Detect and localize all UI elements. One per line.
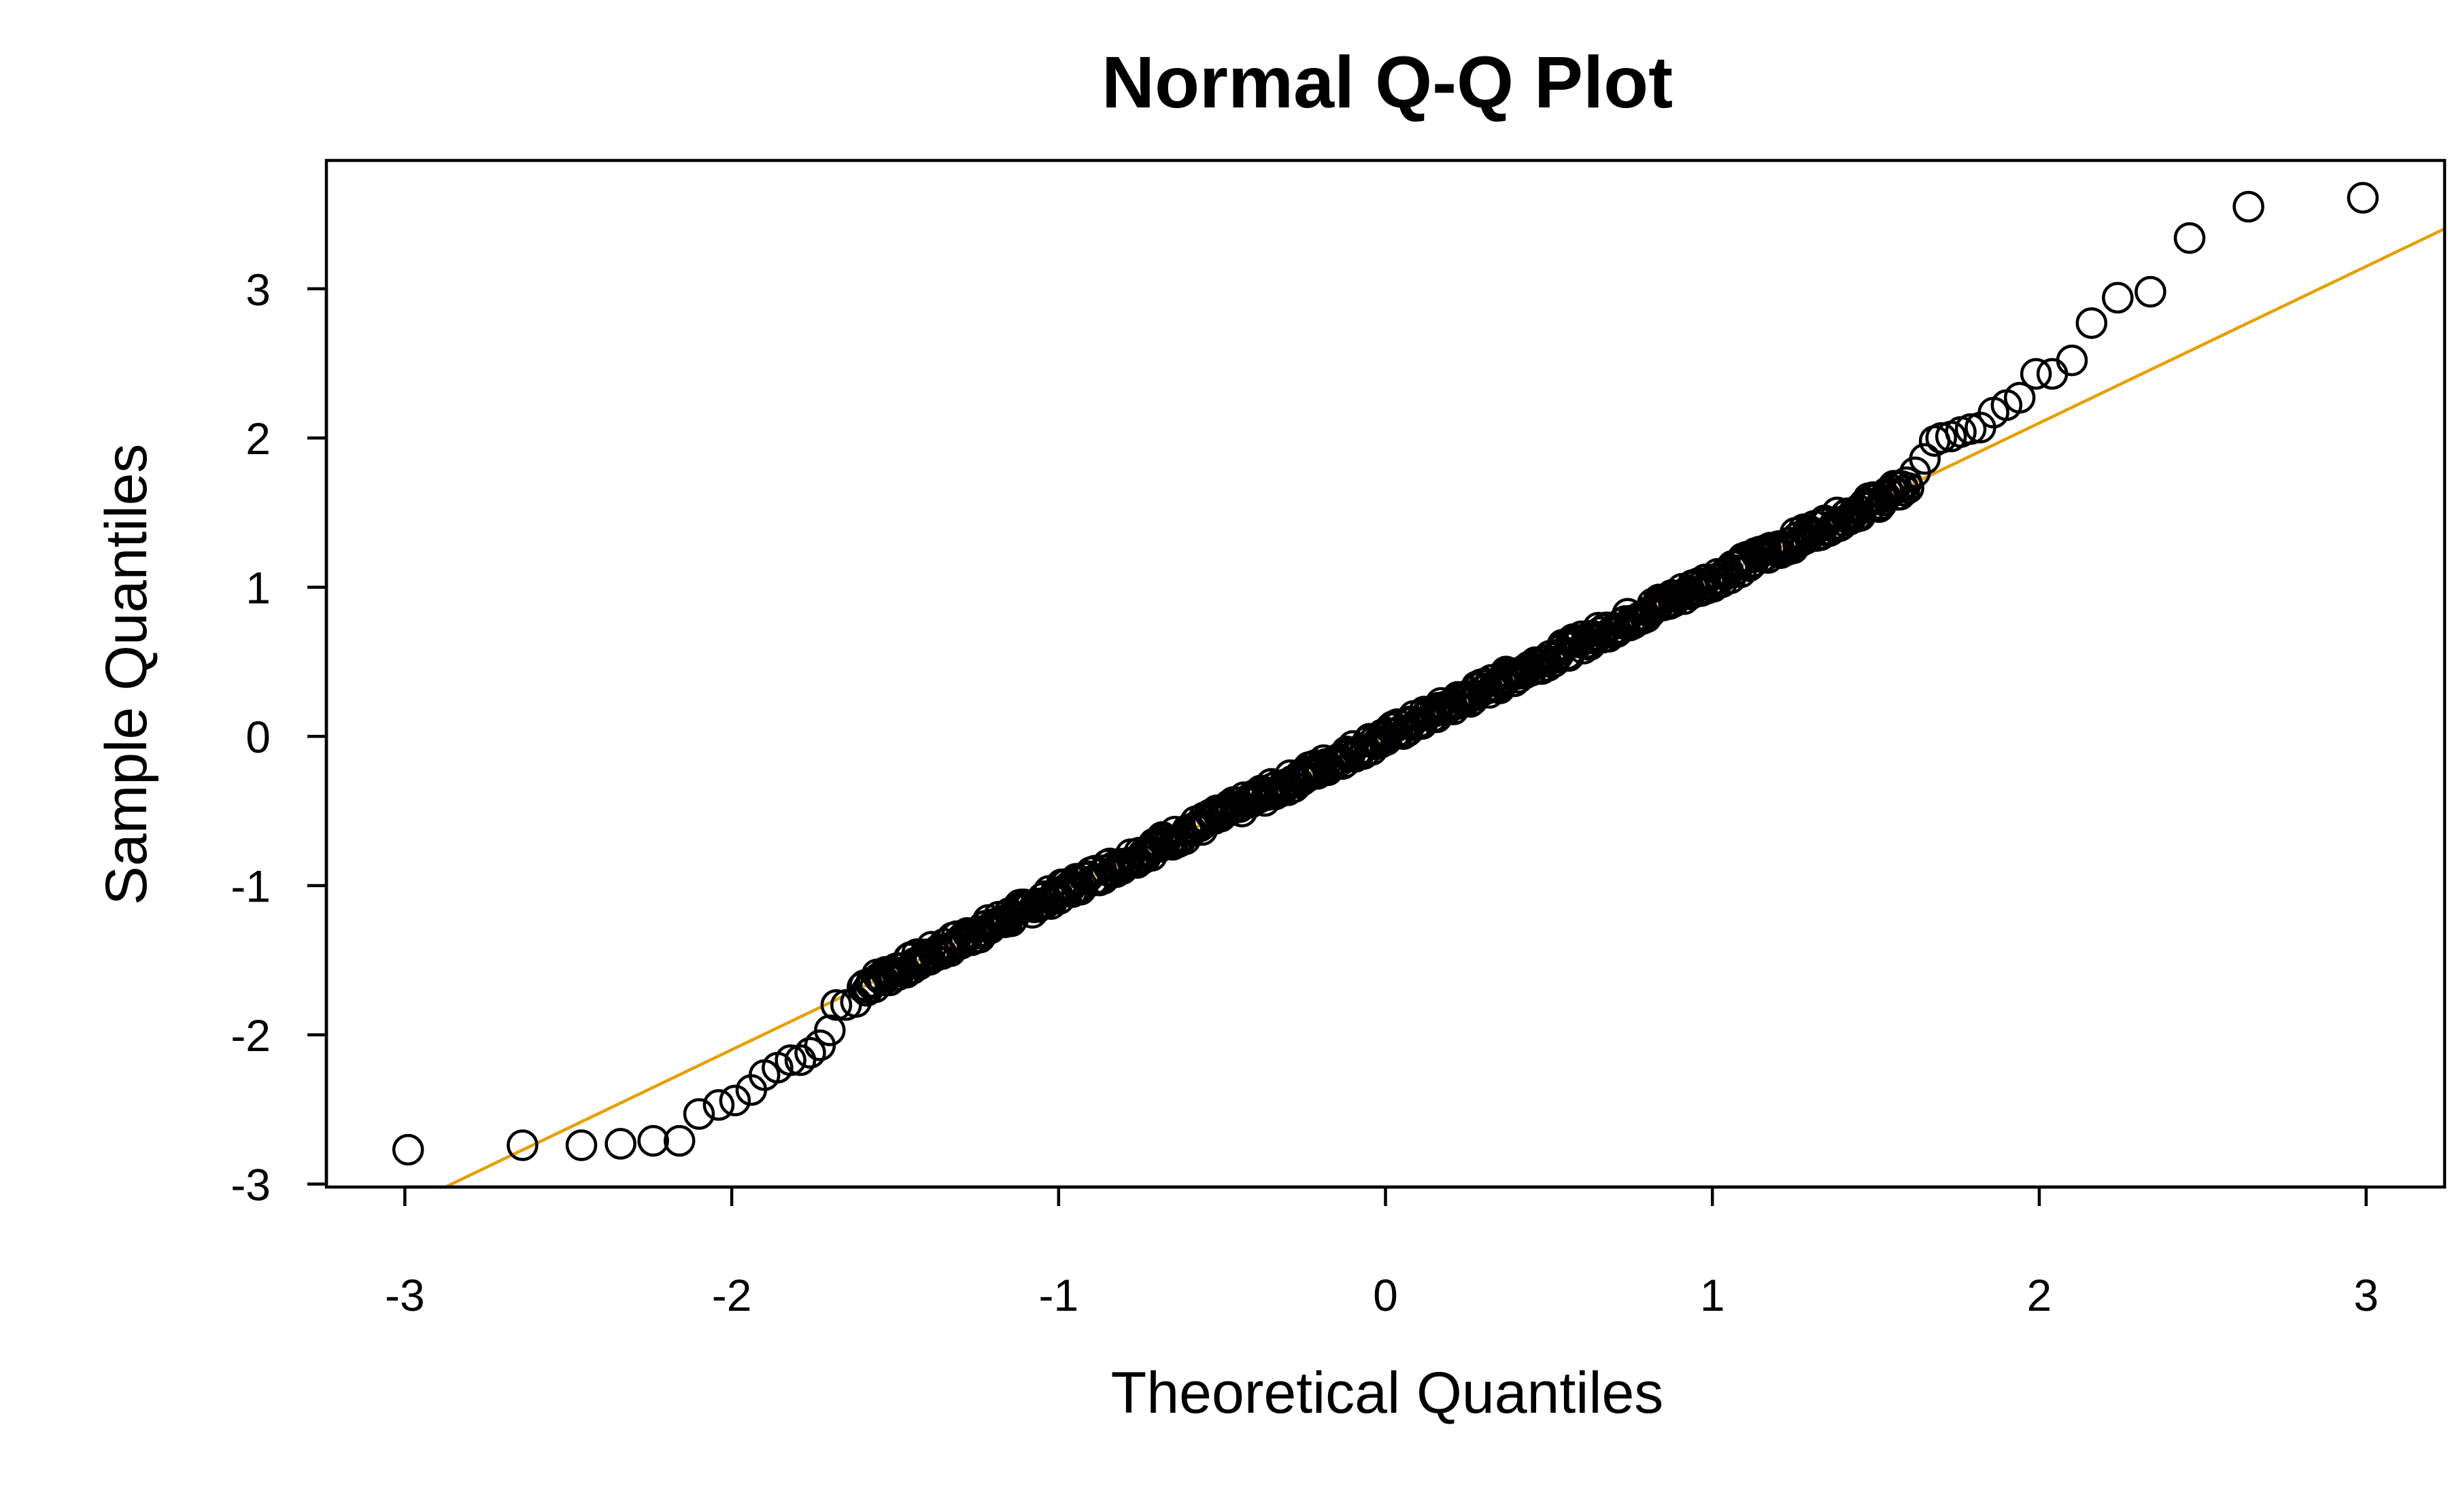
- sample-point: [637, 1124, 669, 1157]
- sample-point: [1892, 472, 1924, 504]
- x-tick-label: 1: [1700, 1270, 1725, 1320]
- reference-line: [441, 227, 2445, 1187]
- x-tick-label: -3: [385, 1270, 425, 1320]
- x-axis-label: Theoretical Quantiles: [1111, 1360, 1664, 1426]
- sample-point: [820, 989, 853, 1021]
- sample-point: [702, 1089, 735, 1121]
- sample-point: [1909, 443, 1941, 475]
- sample-point: [1121, 847, 1153, 879]
- sample-points: [392, 182, 2379, 1166]
- sample-point: [1954, 413, 1987, 445]
- sample-point: [565, 1129, 598, 1161]
- plot-frame: [324, 158, 2447, 1189]
- x-tick-label: 0: [1373, 1270, 1398, 1320]
- y-tick-label: -1: [231, 861, 271, 912]
- sample-point: [719, 1084, 751, 1116]
- y-tick-label: 0: [245, 712, 271, 762]
- sample-point: [2173, 222, 2206, 254]
- sample-point: [2020, 358, 2052, 390]
- y-axis: -3 -2 -1 0 1 2 3: [231, 264, 328, 1210]
- x-tick-label: 2: [2027, 1270, 2052, 1320]
- y-tick-label: 1: [245, 563, 271, 613]
- sample-point: [784, 1044, 817, 1076]
- y-tick-label: -3: [231, 1160, 271, 1210]
- sample-point: [1532, 650, 1564, 682]
- sample-point: [2036, 358, 2069, 390]
- y-tick-label: 3: [245, 264, 271, 315]
- sample-point: [507, 1129, 539, 1161]
- sample-point: [2347, 182, 2379, 214]
- y-tick-label: 2: [245, 413, 271, 464]
- sample-point: [2056, 344, 2088, 377]
- sample-point: [2003, 381, 2036, 414]
- x-tick-label: -1: [1038, 1270, 1078, 1320]
- y-axis-label: Sample Quantiles: [94, 444, 159, 906]
- x-axis: -3 -2 -1 0 1 2 3: [385, 1185, 2379, 1320]
- sample-point: [663, 1124, 696, 1157]
- y-tick-label: -2: [231, 1010, 271, 1061]
- sample-point: [683, 1098, 715, 1130]
- sample-point: [2232, 190, 2264, 223]
- sample-point: [2135, 275, 2166, 308]
- sample-point: [2075, 307, 2108, 339]
- sample-point: [794, 1037, 826, 1069]
- sample-point: [775, 1044, 806, 1076]
- sample-point: [2102, 281, 2134, 314]
- sample-point: [840, 986, 872, 1018]
- sample-point: [1925, 422, 1957, 454]
- sample-point: [392, 1133, 424, 1166]
- x-tick-label: -2: [712, 1270, 752, 1320]
- sample-point: [605, 1128, 636, 1160]
- chart-title: Normal Q-Q Plot: [1102, 41, 1673, 123]
- x-tick-label: 3: [2353, 1270, 2379, 1320]
